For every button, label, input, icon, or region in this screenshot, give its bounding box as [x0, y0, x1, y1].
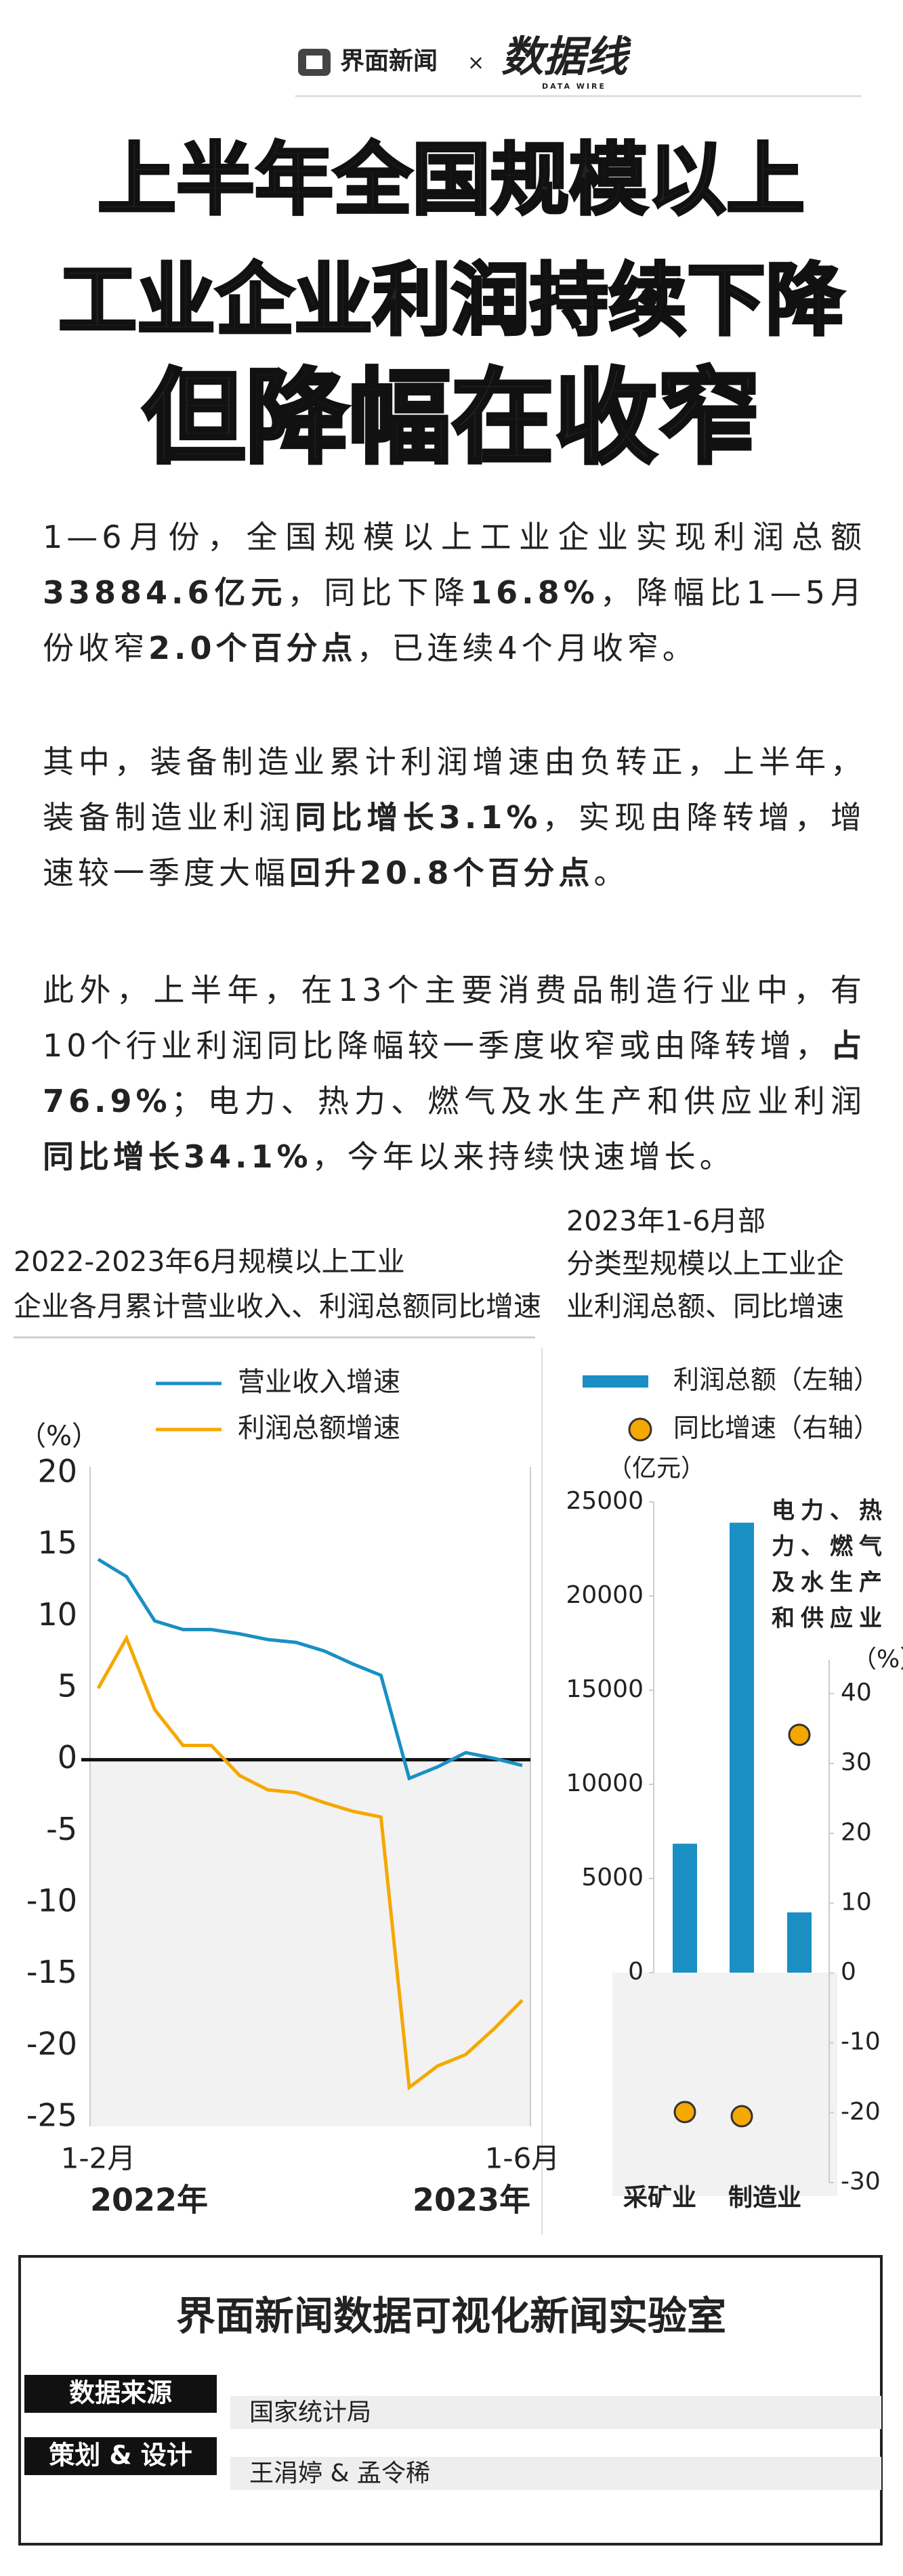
bold-text: 33884.6亿元	[43, 574, 288, 611]
scatter-point	[673, 2101, 696, 2124]
y-tick-label: -10	[26, 1883, 77, 1919]
y2-tick-label: 0	[841, 1958, 856, 1986]
y-tick-label: 0	[58, 1739, 77, 1776]
bold-text: 16.8%	[470, 574, 599, 611]
text: ，同比下降	[287, 574, 471, 611]
y-tick-label: 25000	[566, 1487, 644, 1515]
x-group-label: 2023年	[413, 2182, 530, 2218]
separator: ×	[467, 51, 484, 75]
line-series	[97, 1558, 523, 1781]
title-line: 上半年全国规模以上	[98, 135, 805, 226]
y-tick-label: 5	[58, 1668, 77, 1704]
y2-tick-label: 30	[841, 1748, 872, 1776]
x-tick-label: 制造业	[728, 2184, 801, 2212]
x-tick-label: 采矿业	[623, 2184, 696, 2212]
text: ，实现由降转增，增速较一季度大幅	[43, 799, 866, 891]
chart-title: 业利润总额、同比增速	[566, 1290, 844, 1323]
brand: 界面新闻	[340, 47, 438, 75]
label-bg	[24, 2437, 217, 2475]
legend-swatch	[583, 1375, 648, 1388]
footer-value: 国家统计局	[249, 2399, 371, 2426]
y-tick-label: 15	[37, 1524, 77, 1561]
text: ，已连续4个月收窄。	[356, 630, 698, 666]
partner-logo: 数据线	[501, 32, 632, 81]
negative-area	[90, 1759, 530, 2126]
y2-tick-label: 40	[841, 1679, 872, 1706]
footer-title: 界面新闻数据可视化新闻实验室	[176, 2293, 726, 2339]
y-tick-label: -20	[26, 2025, 77, 2062]
y2-unit: （%）	[852, 1646, 903, 1673]
y-tick-label: 10000	[566, 1769, 644, 1797]
y-unit: （亿元）	[608, 1455, 705, 1482]
value-bg	[230, 2457, 881, 2490]
text: ，今年以来持续快速增长。	[312, 1138, 735, 1175]
y-tick-label: -15	[26, 1954, 77, 1990]
legend-label: 利润总额（左轴）	[673, 1365, 879, 1395]
paragraph: 此外，上半年，在13个主要消费品制造行业中，有10个行业利润同比降幅较一季度收窄…	[43, 962, 866, 1184]
bold-text: 2.0个百分点	[148, 630, 357, 666]
y2-tick-label: 10	[841, 1888, 872, 1916]
bold-text: 占76.9%	[43, 1027, 866, 1119]
title-line: 但降幅在收窄	[142, 358, 760, 478]
value-bg	[230, 2396, 881, 2429]
legend-label: 利润总额增速	[238, 1413, 400, 1444]
y-unit: （%）	[19, 1421, 99, 1452]
x-group-label: 2022年	[90, 2182, 208, 2218]
y-tick-label: -25	[26, 2097, 77, 2134]
y2-tick-label: -30	[841, 2168, 881, 2195]
x-tick-label: 1-6月	[485, 2142, 560, 2175]
brand-icon-inner	[306, 56, 322, 69]
paragraph: 1—6月份，全国规模以上工业企业实现利润总额 33884.6亿元，同比下降16.8…	[43, 509, 866, 676]
text: 其中，装备制造业累计利润增速由负转正，上半年，装备制造业利润	[43, 744, 866, 836]
footer-label: 数据来源	[69, 2378, 172, 2408]
bar	[730, 1522, 754, 1973]
text: 。	[593, 855, 629, 891]
title-line: 工业企业利润持续下降	[58, 255, 844, 347]
line-series	[96, 1634, 524, 2091]
text: ，降幅比1—5月份收窄	[43, 574, 866, 666]
label-bg	[24, 2375, 217, 2413]
scatter-point	[788, 1723, 811, 1746]
x-tick-label: 1-2月	[61, 2142, 136, 2175]
y-tick-label: 5000	[581, 1864, 644, 1891]
y-tick-label: 15000	[566, 1675, 644, 1703]
chart-title: 2022-2023年6月规模以上工业	[14, 1245, 405, 1278]
y2-tick-label: 20	[841, 1818, 872, 1846]
y-tick-label: 10	[37, 1596, 77, 1633]
legend-swatch	[628, 1417, 652, 1442]
legend-label: 营业收入增速	[238, 1367, 400, 1398]
y-tick-label: -5	[46, 1811, 77, 1847]
legend-label: 同比增速（右轴）	[673, 1413, 879, 1443]
footer-value: 王涓婷 & 孟令稀	[249, 2460, 430, 2487]
bold-text: 同比增长3.1%	[295, 799, 542, 836]
bar	[787, 1912, 812, 1973]
bar	[673, 1843, 697, 1973]
y-tick-label: 0	[628, 1958, 644, 1985]
partner-sub: DATA WIRE	[542, 82, 606, 91]
negative-area	[612, 1973, 837, 2196]
bold-text: 回升20.8个百分点	[289, 855, 594, 891]
chart-title-cont: 企业各月累计营业收入、利润总额同比增速	[14, 1290, 541, 1323]
chart-title: 分类型规模以上工业企	[566, 1247, 844, 1280]
text: ；电力、热力、燃气及水生产和供应业利润	[171, 1083, 866, 1119]
scatter-point	[730, 2105, 753, 2128]
chart-title: 2023年1-6月部	[566, 1205, 765, 1237]
category-label: 电力、热力、燃气及水生产和供应业	[772, 1497, 888, 1632]
y-tick-label: 20000	[566, 1581, 644, 1609]
y2-tick-label: -20	[841, 2098, 881, 2126]
paragraph: 其中，装备制造业累计利润增速由负转正，上半年，装备制造业利润同比增长3.1%，实…	[43, 734, 866, 901]
y-tick-label: 20	[37, 1453, 77, 1490]
text: 此外，上半年，在13个主要消费品制造行业中，有10个行业利润同比降幅较一季度收窄…	[43, 972, 866, 1064]
y2-tick-label: -10	[841, 2028, 881, 2056]
text: 1—6月份，全国规模以上工业企业实现利润总额	[43, 519, 866, 555]
footer-label: 策划 & 设计	[49, 2441, 192, 2470]
bold-text: 同比增长34.1%	[43, 1138, 312, 1175]
